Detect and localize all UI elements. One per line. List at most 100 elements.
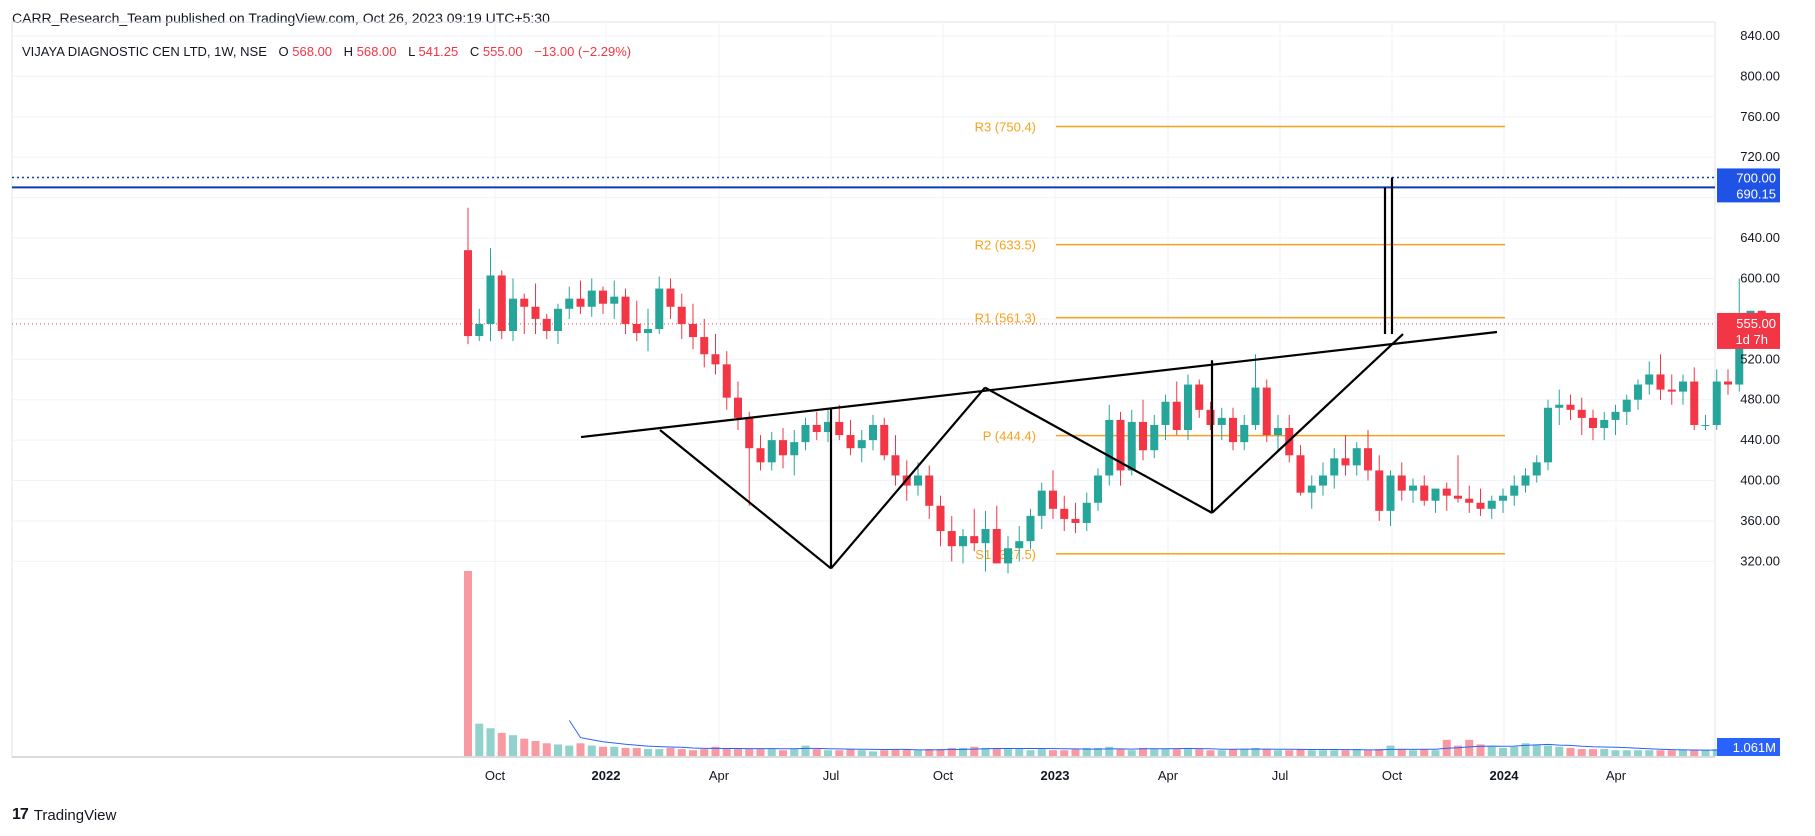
x-tick-label: Oct	[1382, 768, 1403, 783]
candle-body	[1431, 488, 1440, 501]
volume-bar	[711, 746, 720, 756]
y-tick-label: 400.00	[1740, 473, 1780, 488]
volume-bar	[1589, 749, 1597, 756]
right-shoulder-up	[1211, 333, 1404, 514]
volume-bar	[1712, 749, 1721, 756]
candle-body	[1195, 384, 1204, 410]
candle-body	[1161, 401, 1170, 425]
volume-bar	[970, 746, 979, 756]
price-tag-label: 700.00	[1736, 170, 1776, 185]
volume-bar	[666, 747, 675, 756]
candle-body	[509, 298, 517, 332]
volume-bar	[1262, 749, 1271, 756]
candle-body	[1274, 427, 1282, 436]
candle-body	[1397, 475, 1406, 491]
candle-body	[1105, 419, 1114, 476]
candle-body	[1679, 381, 1687, 392]
symbol-legend: VIJAYA DIAGNOSTIC CEN LTD, 1W, NSE O 568…	[22, 44, 631, 59]
last-price-label: 555.00	[1736, 316, 1776, 331]
volume-bar	[1139, 747, 1147, 756]
high-value: 568.00	[357, 44, 397, 59]
candle-body	[689, 323, 697, 338]
volume-bar	[1251, 747, 1260, 756]
pivot-label: P (444.4)	[983, 429, 1036, 444]
candle-body	[1330, 458, 1339, 476]
volume-bar	[869, 751, 877, 756]
volume-bar	[914, 750, 922, 756]
candle-body	[1184, 384, 1192, 431]
volume-bar	[1307, 750, 1316, 756]
x-tick-label: Jul	[1272, 768, 1289, 783]
volume-bar	[700, 749, 709, 756]
candle-body	[1555, 404, 1564, 408]
x-tick-label: Apr	[1158, 768, 1179, 783]
open-label: O	[279, 44, 289, 59]
volume-bar	[1004, 749, 1012, 756]
candle-body	[1701, 424, 1710, 426]
volume-bar	[812, 749, 821, 756]
volume-bar	[835, 750, 844, 756]
volume-tag	[1717, 738, 1780, 756]
volume-bar	[1082, 747, 1091, 756]
candle-body	[812, 424, 821, 433]
volume-bar	[1375, 749, 1384, 756]
left-shoulder-down	[659, 429, 832, 570]
countdown-label: 1d 7h	[1735, 332, 1768, 347]
candle-body	[1341, 458, 1350, 466]
volume-bar	[1667, 750, 1676, 756]
candle-body	[531, 306, 540, 319]
horizontal-lines[interactable]	[12, 176, 1715, 325]
volume-bar	[1285, 750, 1294, 756]
pivot-levels: R3 (750.4)R2 (633.5)R1 (561.3)P (444.4)S…	[975, 120, 1505, 562]
svg-text:VIJAYA DIAGNOSTIC CEN LTD, 1W,: VIJAYA DIAGNOSTIC CEN LTD, 1W, NSE O 568…	[22, 44, 631, 59]
pivot-label: R1 (561.3)	[975, 311, 1036, 326]
inverse-head-shoulders-drawing[interactable]	[580, 177, 1498, 570]
volume-bar	[1499, 747, 1507, 756]
volume-bar	[1172, 749, 1181, 756]
volume-bar	[745, 749, 754, 756]
volume-bar	[1105, 746, 1114, 756]
candle-body	[542, 318, 551, 332]
tradingview-footer[interactable]: 17 TradingView	[12, 806, 116, 824]
volume-bar	[790, 749, 799, 756]
volume-bar	[1465, 739, 1474, 756]
low-value: 541.25	[418, 44, 458, 59]
volume-bar	[925, 749, 934, 756]
low-label: L	[408, 44, 415, 59]
candle-body	[1712, 381, 1721, 425]
volume-bar	[497, 732, 506, 756]
candle-body	[464, 250, 472, 337]
close-label: C	[470, 44, 479, 59]
candle-body	[981, 529, 990, 544]
candle-body	[1420, 485, 1429, 501]
volume-bar	[565, 745, 574, 756]
candle-body	[1004, 548, 1012, 564]
y-tick-label: 480.00	[1740, 392, 1780, 407]
candle-body	[1071, 518, 1080, 523]
volume-bar	[1195, 749, 1204, 756]
volume-bar	[621, 747, 630, 756]
candle-body	[1172, 401, 1181, 431]
head-right-down	[984, 386, 1213, 514]
chart-frame	[11, 21, 1716, 758]
candle-body	[959, 536, 967, 547]
volume-bar	[959, 747, 967, 756]
y-tick-label: 640.00	[1740, 230, 1780, 245]
candle-body	[801, 424, 810, 443]
price-tag-label: 690.15	[1736, 186, 1776, 201]
candle-body	[655, 288, 664, 329]
candle-body	[1026, 515, 1035, 542]
volume-bar	[509, 735, 517, 756]
volume-bar	[1611, 750, 1620, 756]
y-tick-label: 600.00	[1740, 270, 1780, 285]
volume-bar	[655, 749, 664, 756]
candle-body	[1487, 500, 1496, 509]
price-tag-box	[1717, 168, 1780, 187]
volume-bar	[1352, 749, 1361, 756]
candle-body	[711, 354, 720, 365]
volume-bar	[1217, 750, 1226, 756]
volume-bar	[520, 738, 529, 756]
volume-bar	[610, 746, 619, 756]
volume-bar	[947, 747, 956, 756]
